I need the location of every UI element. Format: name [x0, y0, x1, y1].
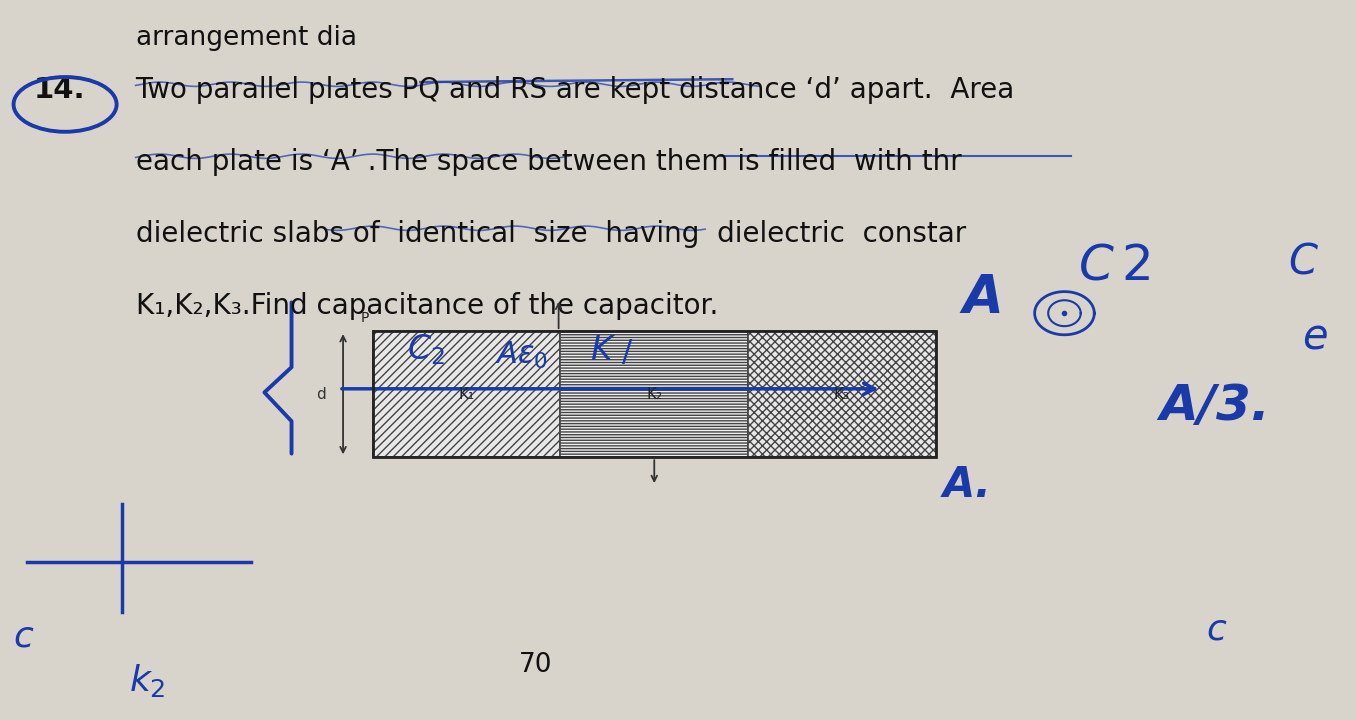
Text: K₁: K₁ [458, 387, 475, 402]
Text: d: d [316, 387, 327, 402]
Text: K₁,K₂,K₃.Find capacitance of the capacitor.: K₁,K₂,K₃.Find capacitance of the capacit… [136, 292, 717, 320]
Text: A/3.: A/3. [1159, 382, 1271, 430]
Text: $A\varepsilon_0$: $A\varepsilon_0$ [495, 340, 548, 371]
Text: $C\,2$: $C\,2$ [1078, 241, 1150, 289]
Text: $K$: $K$ [590, 334, 616, 367]
Text: c: c [1207, 612, 1227, 646]
Text: $\!\!/$: $\!\!/$ [621, 338, 633, 367]
Bar [373, 331, 560, 457]
Text: Two parallel plates PQ and RS are kept distance ‘d’ apart.  Area: Two parallel plates PQ and RS are kept d… [136, 76, 1014, 104]
Bar [749, 331, 936, 457]
Bar [373, 331, 936, 457]
Text: K₃: K₃ [834, 387, 850, 402]
Text: e: e [1302, 317, 1328, 359]
Text: arrangement dia: arrangement dia [136, 25, 357, 51]
Text: dielectric slabs of  identical  size  having  dielectric  constar: dielectric slabs of identical size havin… [136, 220, 965, 248]
Text: 70: 70 [519, 652, 552, 678]
Text: c: c [14, 619, 34, 653]
Text: $C_2$: $C_2$ [407, 333, 445, 367]
Text: A: A [963, 272, 1003, 324]
Text: P: P [361, 312, 369, 325]
Text: K₂: K₂ [647, 387, 662, 402]
Bar [560, 331, 749, 457]
Text: each plate is ‘A’ .The space between them is filled  with thr: each plate is ‘A’ .The space between the… [136, 148, 961, 176]
Text: 14.: 14. [34, 76, 85, 104]
Text: $k_2$: $k_2$ [129, 662, 165, 699]
Text: A.: A. [942, 464, 991, 506]
Text: C: C [1288, 241, 1317, 283]
